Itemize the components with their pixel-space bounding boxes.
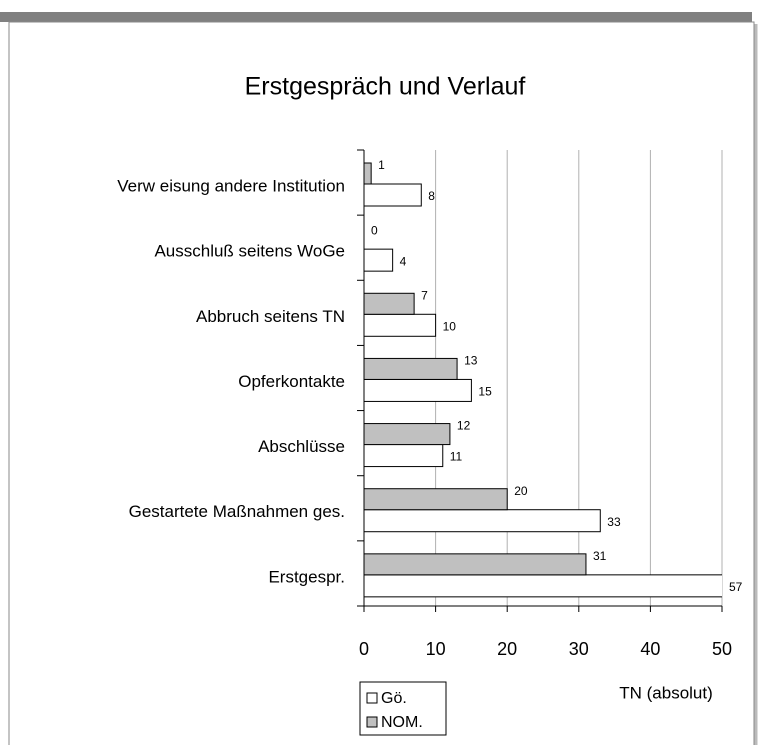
bar	[364, 488, 508, 511]
bar	[364, 357, 458, 380]
data-label: 20	[514, 484, 528, 498]
y-tick-label: Gestartete Maßnahmen ges.	[129, 502, 345, 521]
data-label: 13	[464, 354, 478, 368]
data-label: 1	[378, 158, 385, 172]
chart-title: Erstgespräch und Verlauf	[245, 73, 526, 101]
bar	[364, 509, 601, 533]
data-label: 33	[607, 515, 621, 529]
legend-swatch	[366, 716, 378, 728]
legend-swatch	[366, 692, 378, 704]
data-label: 31	[593, 549, 607, 563]
data-label: 15	[478, 385, 492, 399]
legend-label: NOM.	[381, 714, 423, 731]
data-label: 10	[443, 319, 457, 333]
y-tick-label: Abbruch seitens TN	[196, 307, 345, 326]
y-tick-label: Verw eisung andere Institution	[117, 176, 345, 195]
bar	[364, 183, 422, 207]
x-tick-label: 0	[359, 639, 369, 659]
bar	[364, 292, 415, 315]
y-tick-label: Opferkontakte	[238, 372, 345, 391]
bar	[364, 423, 451, 446]
data-label: 11	[450, 450, 463, 464]
data-label: 4	[400, 254, 407, 268]
y-tick-label: Erstgespr.	[268, 567, 345, 586]
bar	[364, 553, 587, 576]
y-tick-label: Abschlüsse	[258, 437, 345, 456]
data-label: 0	[371, 223, 378, 237]
x-tick-label: 10	[426, 639, 446, 659]
data-label: 57	[729, 580, 743, 594]
x-tick-label: 50	[712, 639, 732, 659]
y-tick-label: Ausschluß seitens WoGe	[154, 242, 345, 261]
x-tick-label: 20	[497, 639, 517, 659]
bar	[364, 313, 437, 337]
bar	[364, 248, 394, 272]
top-bar	[0, 12, 752, 22]
bar	[364, 162, 372, 185]
bar	[364, 574, 722, 598]
x-axis-label: TN (absolut)	[619, 683, 713, 702]
bar	[364, 378, 472, 402]
x-tick-label: 40	[640, 639, 660, 659]
x-tick-label: 30	[569, 639, 589, 659]
bar	[364, 444, 444, 468]
data-label: 7	[421, 288, 428, 302]
data-label: 12	[457, 419, 471, 433]
data-label: 8	[428, 189, 435, 203]
legend-label: Gö.	[381, 690, 407, 707]
